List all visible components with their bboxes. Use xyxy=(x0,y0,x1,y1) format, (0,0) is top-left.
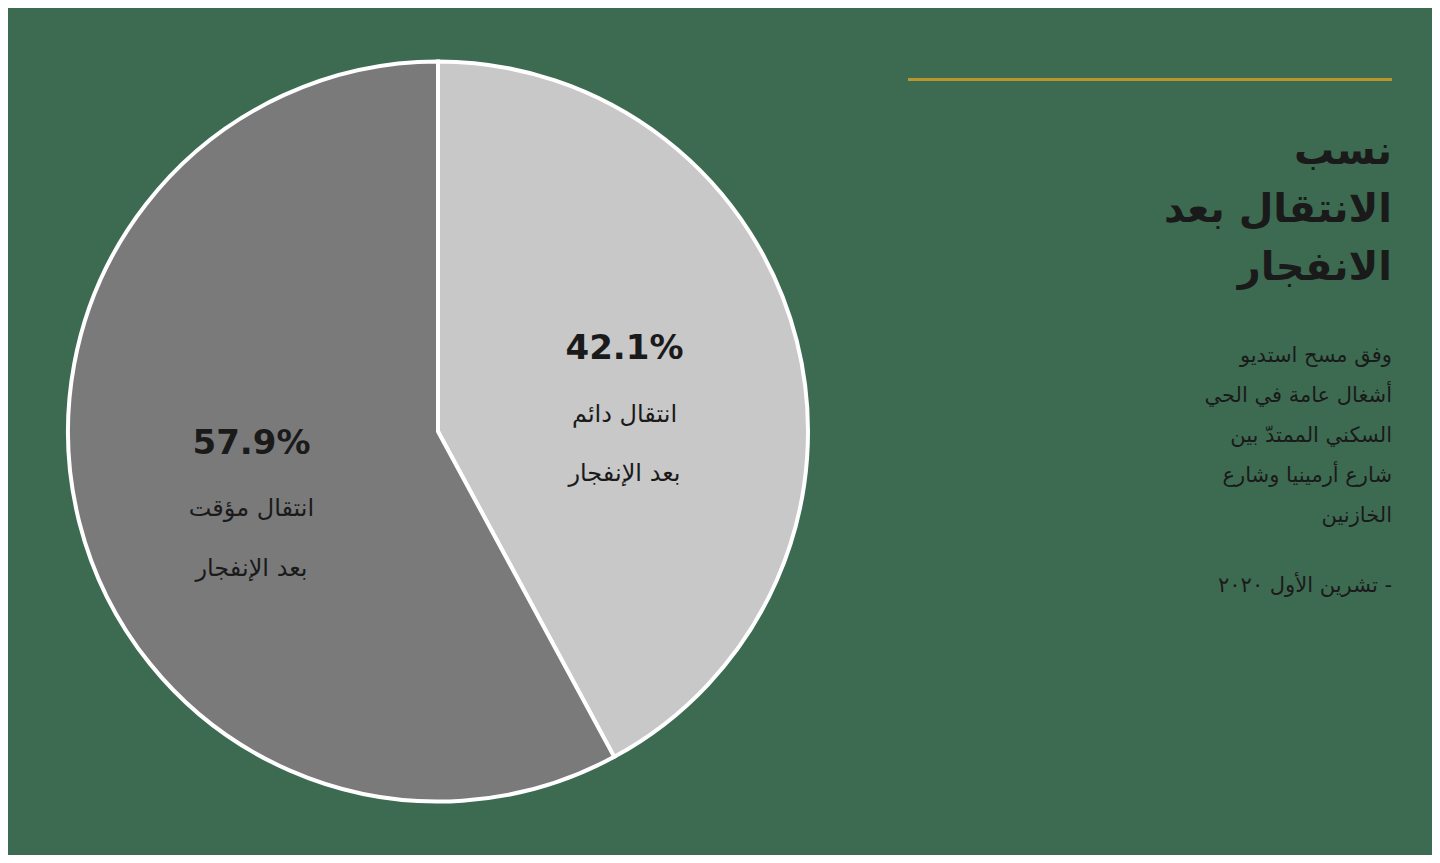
svg-text:بعد الإنفجار: بعد الإنفجار xyxy=(194,554,307,582)
html-text:أشغال عامة في الحي: أشغال عامة في الحي xyxy=(1204,383,1392,407)
html-text:- تشرين الأول ٢٠٢٠: - تشرين الأول ٢٠٢٠ xyxy=(1218,573,1392,597)
html-text:نسب: نسب xyxy=(1293,127,1392,173)
html-text:السكني الممتدّ بين: السكني الممتدّ بين xyxy=(1230,423,1392,447)
svg-text:42.1%: 42.1% xyxy=(566,327,684,367)
html-text:الخازنين: الخازنين xyxy=(1321,503,1392,527)
html-text:الانتقال بعد: الانتقال بعد xyxy=(1164,185,1392,231)
svg-text:انتقال مؤقت: انتقال مؤقت xyxy=(189,494,314,522)
svg-text:بعد الإنفجار: بعد الإنفجار xyxy=(567,459,680,487)
html-text:الانفجار: الانفجار xyxy=(1237,243,1392,289)
html-text:وفق مسح استديو: وفق مسح استديو xyxy=(1239,343,1392,367)
svg-text:انتقال دائم: انتقال دائم xyxy=(572,400,677,428)
svg-text:57.9%: 57.9% xyxy=(193,422,311,462)
html-text:شارع أرمينيا وشارع: شارع أرمينيا وشارع xyxy=(1222,463,1392,487)
